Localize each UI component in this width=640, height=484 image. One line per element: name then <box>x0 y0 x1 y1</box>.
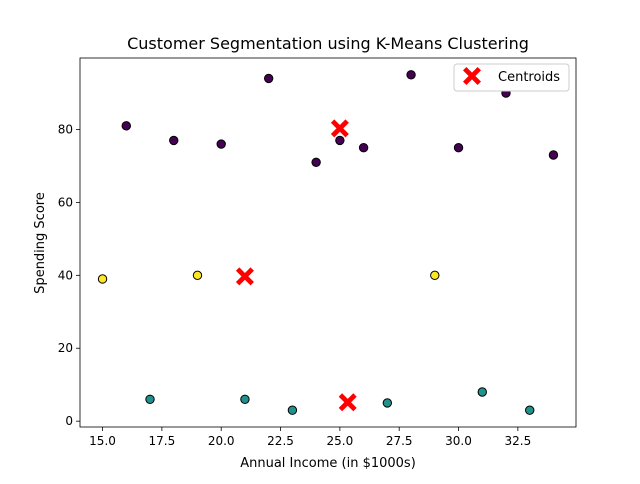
x-tick-label: 22.5 <box>267 434 294 448</box>
x-tick-label: 15.0 <box>89 434 116 448</box>
plot-frame <box>79 57 577 428</box>
data-point <box>311 157 321 167</box>
legend-centroid-marker-icon <box>463 67 481 85</box>
y-tick-label: 60 <box>58 195 73 209</box>
data-point <box>548 150 559 160</box>
data-point <box>335 135 345 146</box>
x-tick-label: 30.0 <box>445 434 472 448</box>
data-point <box>477 387 487 397</box>
chart-title: Customer Segmentation using K-Means Clus… <box>127 34 529 53</box>
x-tick-label: 17.5 <box>149 434 176 448</box>
centroid-marker <box>338 393 357 412</box>
legend-centroid-x <box>463 67 481 85</box>
x-tick-label: 25.0 <box>327 434 354 448</box>
y-tick-label: 40 <box>58 268 73 282</box>
x-axis-ticks: 15.0 17.5 20.0 22.5 25.0 27.5 30.0 32.5 <box>89 427 531 448</box>
y-tick-label: 80 <box>58 122 73 136</box>
data-point <box>382 398 393 408</box>
data-point <box>121 121 131 131</box>
x-tick-label: 20.0 <box>208 434 235 448</box>
legend-label-centroids: Centroids <box>498 70 560 85</box>
x-axis-label: Annual Income (in $1000s) <box>240 456 416 471</box>
points-layer <box>97 70 559 415</box>
legend-box <box>453 63 570 92</box>
y-tick-label: 0 <box>65 414 73 428</box>
data-point <box>358 142 369 153</box>
plot-area <box>80 58 576 427</box>
y-tick-label: 20 <box>58 341 73 355</box>
data-point <box>240 394 250 404</box>
data-point <box>525 405 535 415</box>
y-axis-ticks: 0 20 40 60 80 <box>58 122 80 428</box>
data-point <box>263 73 274 84</box>
x-tick-label: 32.5 <box>504 434 531 448</box>
data-point <box>145 394 155 404</box>
x-tick-label: 27.5 <box>386 434 413 448</box>
data-point <box>406 70 416 80</box>
data-point <box>192 270 203 281</box>
data-point <box>287 405 298 415</box>
data-point <box>453 142 464 153</box>
legend: Centroids <box>453 63 570 92</box>
y-axis-label: Spending Score <box>33 192 48 294</box>
data-point <box>97 274 108 284</box>
data-point <box>430 270 440 281</box>
data-point <box>169 135 179 146</box>
centroids-layer <box>235 119 357 412</box>
centroid-marker <box>330 119 349 138</box>
data-point <box>216 139 226 149</box>
centroid-marker <box>235 267 254 286</box>
